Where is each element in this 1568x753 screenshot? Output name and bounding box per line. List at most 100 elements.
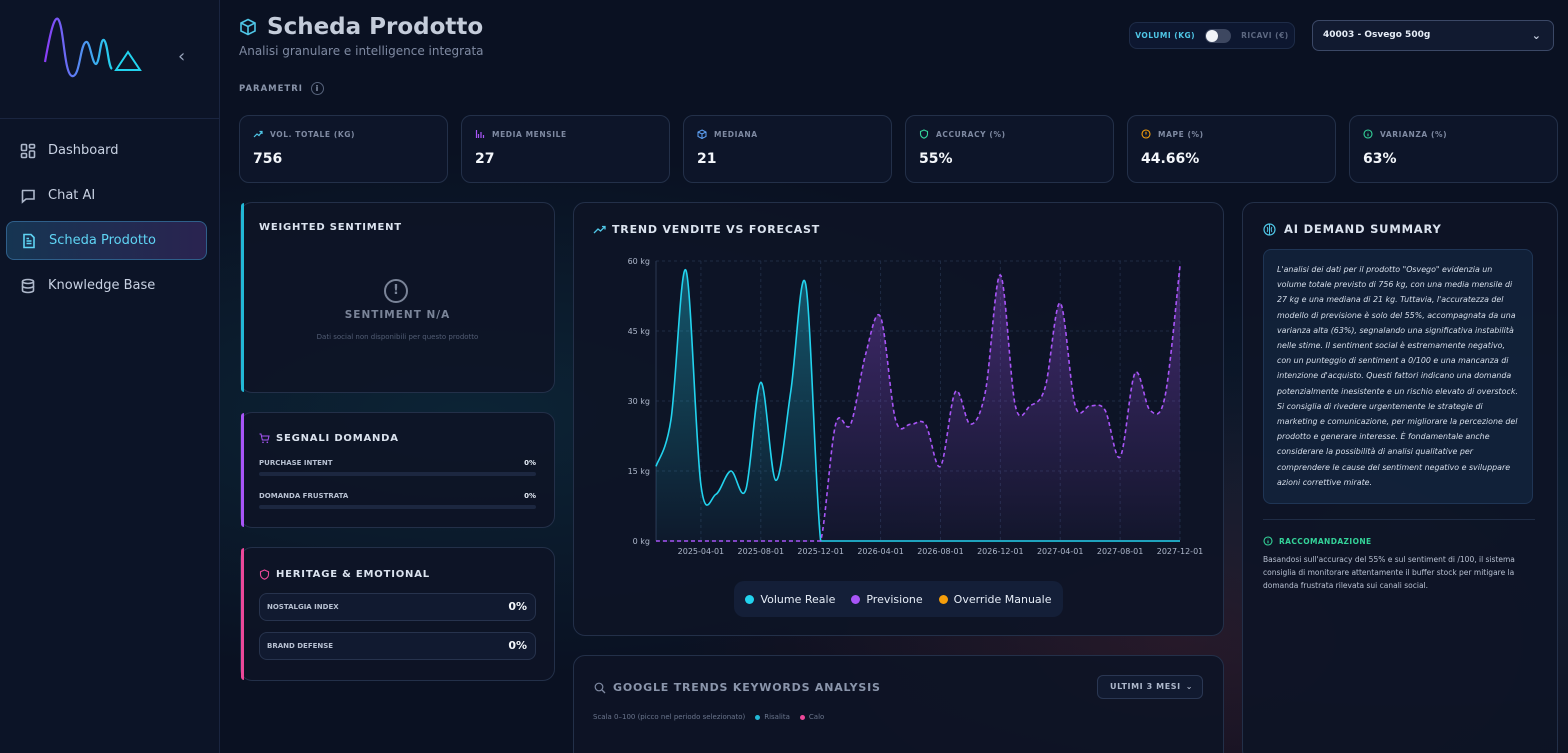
kpi-card-mape: MAPE (%) 44.66%: [1127, 115, 1336, 183]
scale-note-text: Scala 0–100 (picco nel periodo seleziona…: [593, 713, 746, 721]
x-tick-label: 2025-12-01: [797, 547, 844, 556]
info-icon[interactable]: i: [310, 82, 324, 95]
toggle-label-volumi[interactable]: VOLUMI (KG): [1135, 31, 1196, 40]
heritage-value: 0%: [508, 639, 527, 652]
sentiment-status: SENTIMENT N/A: [344, 309, 451, 321]
collapse-sidebar-icon[interactable]: ‹: [178, 46, 186, 67]
signals-panel: SEGNALI DOMANDA PURCHASE INTENT 0% DOMAN…: [240, 412, 555, 528]
kpi-label: MAPE (%): [1158, 129, 1204, 139]
document-icon: [23, 233, 35, 248]
sidebar-item-label: Chat AI: [48, 188, 96, 203]
panel-title: GOOGLE TRENDS KEYWORDS ANALYSIS: [613, 681, 881, 694]
sidebar-item-scheda-prodotto[interactable]: Scheda Prodotto: [6, 221, 207, 260]
trend-chart: 0 kg 15 kg 30 kg 45 kg 60 kg 2025-04-01 2025-0…: [628, 257, 1204, 556]
legend-item-override-manuale[interactable]: Override Manuale: [938, 592, 1052, 606]
kpi-value: 55%: [919, 151, 953, 167]
kpi-card-volume: VOL. TOTALE (KG) 756: [239, 115, 448, 183]
legend-label: Override Manuale: [953, 592, 1052, 606]
kpi-label: VARIANZA (%): [1380, 129, 1448, 139]
page-subtitle: Analisi granulare e intelligence integra…: [239, 44, 484, 58]
kpi-card-accuracy: ACCURACY (%) 55%: [905, 115, 1114, 183]
legend-label: Volume Reale: [760, 592, 836, 606]
legend-label: Previsione: [866, 592, 923, 606]
x-tick-label: 2025-08-01: [738, 547, 785, 556]
trends-range-select[interactable]: ULTIMI 3 MESI ⌄: [1097, 675, 1203, 699]
x-tick-label: 2026-04-01: [857, 547, 904, 556]
heritage-row-nostalgia: NOSTALGIA INDEX 0%: [259, 593, 536, 621]
alert-icon: [1141, 129, 1151, 139]
kpi-label: ACCURACY (%): [936, 129, 1006, 139]
kpi-label: VOL. TOTALE (KG): [270, 129, 356, 139]
legend-dot: [799, 714, 805, 720]
legend-dot: [851, 594, 861, 604]
accent-bar: [241, 413, 244, 527]
signal-value: 0%: [524, 459, 536, 467]
sidebar-item-label: Scheda Prodotto: [49, 233, 156, 248]
y-tick-label: 0 kg: [633, 537, 650, 546]
accent-bar: [241, 548, 244, 680]
sidebar-nav: Dashboard Chat AI Scheda Prodotto Knowle…: [6, 131, 207, 311]
divider: [1263, 519, 1535, 520]
x-tick-label: 2026-08-01: [917, 547, 964, 556]
series-area-volume-reale: [656, 269, 1180, 541]
panel-title: AI DEMAND SUMMARY: [1284, 222, 1442, 236]
sidebar: ‹ Dashboard Chat AI Scheda Prodotto Know…: [0, 0, 220, 753]
sidebar-item-chat-ai[interactable]: Chat AI: [6, 176, 207, 215]
legend-label-down: Calo: [808, 713, 825, 721]
legend-dot: [745, 594, 755, 604]
sidebar-item-label: Knowledge Base: [48, 278, 156, 293]
search-icon: [594, 682, 606, 693]
heritage-panel: HERITAGE & EMOTIONAL NOSTALGIA INDEX 0% …: [240, 547, 555, 681]
sentiment-note: Dati social non disponibili per questo p…: [316, 333, 479, 341]
kpi-card-media: MEDIA MENSILE 27: [461, 115, 670, 183]
series-line-previsione: [656, 265, 1181, 542]
panel-title: HERITAGE & EMOTIONAL: [276, 569, 430, 580]
metric-toggle[interactable]: VOLUMI (KG) RICAVI (€): [1129, 22, 1295, 49]
toggle-switch[interactable]: [1205, 28, 1232, 43]
legend-item-volume-reale[interactable]: Volume Reale: [745, 593, 835, 606]
x-tick-label: 2027-04-01: [1037, 547, 1084, 556]
chart-title: TREND VENDITE VS FORECAST: [612, 223, 821, 236]
sidebar-item-knowledge-base[interactable]: Knowledge Base: [6, 266, 207, 305]
y-tick-label: 45 kg: [628, 327, 650, 336]
trends-range-value: ULTIMI 3 MESI: [1110, 682, 1181, 691]
heritage-row-brand-defense: BRAND DEFENSE 0%: [259, 632, 536, 660]
bar-chart-icon: [475, 130, 485, 138]
toggle-label-ricavi[interactable]: RICAVI (€): [1241, 31, 1289, 40]
kpi-value: 756: [253, 151, 283, 167]
chevron-down-icon: ⌄: [1531, 29, 1541, 42]
trend-up-icon: [593, 225, 606, 233]
chart-legend: Volume Reale Previsione Override Manuale: [734, 581, 1063, 617]
progress-track: [259, 505, 536, 509]
y-tick-label: 60 kg: [628, 257, 650, 266]
signal-label: PURCHASE INTENT: [259, 459, 333, 467]
ai-summary-panel: AI DEMAND SUMMARY L'analisi dei dati per…: [1242, 202, 1558, 753]
progress-track: [259, 472, 536, 476]
shield-icon: [919, 129, 929, 139]
brain-icon: [1263, 222, 1276, 236]
product-select[interactable]: 40003 - Osvego 500g ⌄: [1312, 20, 1554, 51]
trends-scale-note: Scala 0–100 (picco nel periodo seleziona…: [593, 713, 824, 721]
legend-dot: [755, 714, 761, 720]
database-icon: [21, 278, 35, 293]
info-icon: [1363, 129, 1373, 139]
cube-icon: [697, 129, 707, 139]
params-text: PARAMETRI: [239, 83, 303, 94]
x-tick-label: 2026-12-01: [977, 547, 1024, 556]
cart-icon: [259, 433, 270, 444]
shield-icon: [259, 569, 270, 580]
kpi-value: 27: [475, 151, 495, 167]
grid-icon: [20, 143, 36, 158]
legend-item-previsione[interactable]: Previsione: [851, 592, 923, 606]
params-label: PARAMETRI i: [239, 82, 324, 95]
recommendation-label: RACCOMANDAZIONE: [1279, 536, 1372, 546]
kpi-label: MEDIANA: [714, 129, 758, 139]
cube-icon: [240, 18, 256, 36]
kpi-card-mediana: MEDIANA 21: [683, 115, 892, 183]
sidebar-item-dashboard[interactable]: Dashboard: [6, 131, 207, 170]
x-tick-label: 2027-08-01: [1097, 547, 1144, 556]
legend-dot: [938, 594, 948, 604]
heritage-label: NOSTALGIA INDEX: [267, 603, 339, 611]
signal-label: DOMANDA FRUSTRATA: [259, 492, 349, 500]
legend-label-up: Risalita: [764, 713, 790, 721]
